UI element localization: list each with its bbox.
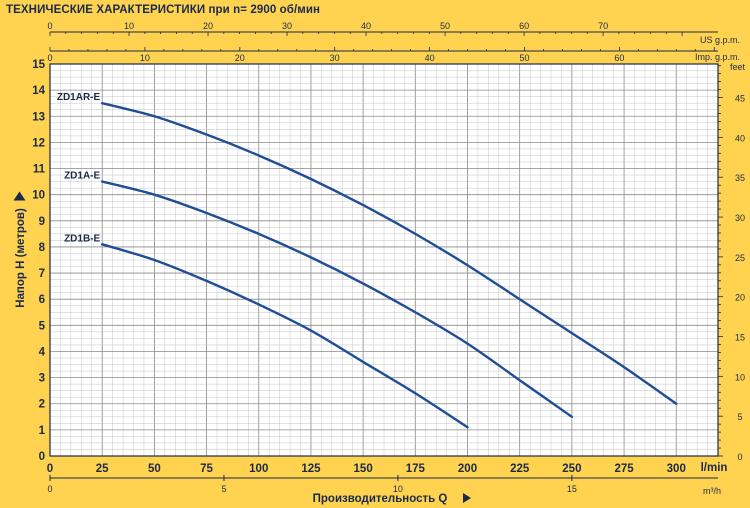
feet-tick-label: 20 bbox=[735, 293, 745, 303]
x-tick-label: 50 bbox=[148, 463, 161, 475]
us-gpm-tick-label: 50 bbox=[440, 21, 450, 31]
feet-tick-label: 15 bbox=[735, 333, 745, 343]
m3h-tick-label: 0 bbox=[47, 484, 52, 494]
imp-gpm-tick-label: 20 bbox=[235, 53, 245, 63]
feet-tick-label: 0 bbox=[737, 452, 742, 462]
x-tick-label: 100 bbox=[249, 463, 268, 475]
m3h-tick-label: 15 bbox=[567, 484, 577, 494]
x-tick-label: 225 bbox=[510, 463, 530, 475]
x-unit-label: l/min bbox=[701, 462, 728, 474]
x-tick-label: 0 bbox=[47, 463, 53, 475]
x-tick-label: 275 bbox=[614, 463, 634, 475]
y-tick-label: 2 bbox=[39, 399, 45, 411]
x-secondary-unit-label: m³/h bbox=[703, 486, 721, 496]
imp-gpm-tick-label: 0 bbox=[47, 53, 52, 63]
feet-tick-label: 30 bbox=[735, 213, 745, 223]
us-gpm-tick-label: 40 bbox=[361, 21, 371, 31]
y-tick-label: 8 bbox=[39, 242, 46, 254]
series-line-zd1a-e bbox=[100, 180, 574, 418]
y-tick-label: 0 bbox=[39, 451, 45, 463]
imp-gpm-tick-label: 50 bbox=[519, 53, 529, 63]
y-tick-label: 7 bbox=[39, 268, 45, 280]
m3h-tick-label: 10 bbox=[393, 484, 403, 494]
plot-frame bbox=[49, 63, 719, 457]
axes bbox=[49, 31, 723, 481]
x-tick-label: 75 bbox=[200, 463, 213, 475]
top-us-unit-label: US g.p.m. bbox=[700, 35, 740, 45]
x-axis-label: Производительность Q bbox=[313, 493, 448, 505]
x-axis-arrow-icon bbox=[463, 493, 471, 503]
series-label: ZD1B-E bbox=[64, 233, 100, 244]
imp-gpm-tick-label: 40 bbox=[425, 53, 435, 63]
series-lines: ZD1AR-E ZD1A-E ZD1B-E bbox=[57, 92, 678, 429]
feet-tick-label: 45 bbox=[735, 94, 745, 104]
x-tick-label: 150 bbox=[354, 463, 373, 475]
y-tick-label: 11 bbox=[33, 164, 46, 176]
y-tick-label: 12 bbox=[32, 137, 45, 149]
y-tick-label: 10 bbox=[32, 190, 45, 202]
y-tick-label: 14 bbox=[32, 85, 45, 97]
y-tick-label: 13 bbox=[32, 111, 45, 123]
feet-tick-label: 25 bbox=[735, 253, 745, 263]
us-gpm-tick-label: 70 bbox=[598, 21, 608, 31]
y-tick-label: 9 bbox=[39, 216, 45, 228]
x-tick-label: 200 bbox=[458, 463, 477, 475]
us-gpm-tick-label: 60 bbox=[519, 21, 529, 31]
us-gpm-tick-label: 10 bbox=[124, 21, 134, 31]
series-label: ZD1AR-E bbox=[57, 92, 101, 103]
right-unit-label: feet bbox=[730, 62, 746, 72]
y-tick-label: 6 bbox=[39, 294, 45, 306]
feet-tick-label: 10 bbox=[735, 372, 745, 382]
feet-tick-label: 35 bbox=[735, 173, 745, 183]
top-imp-unit-label: Imp. g.p.m. bbox=[695, 52, 740, 62]
y-tick-label: 5 bbox=[39, 320, 46, 332]
feet-tick-label: 40 bbox=[735, 133, 745, 143]
m3h-tick-label: 5 bbox=[221, 484, 226, 494]
series-label: ZD1A-E bbox=[64, 171, 100, 182]
y-axis-arrow-icon bbox=[13, 191, 26, 201]
x-tick-label: 25 bbox=[96, 463, 109, 475]
y-tick-label: 15 bbox=[32, 59, 45, 71]
grid bbox=[49, 63, 719, 457]
us-gpm-tick-label: 20 bbox=[203, 21, 213, 31]
us-gpm-tick-label: 0 bbox=[47, 21, 52, 31]
x-tick-label: 300 bbox=[667, 463, 686, 475]
y-tick-label: 4 bbox=[39, 346, 46, 358]
series-line-zd1ar-e bbox=[100, 102, 678, 405]
y-tick-label: 3 bbox=[39, 373, 45, 385]
feet-tick-label: 5 bbox=[737, 412, 742, 422]
x-tick-label: 125 bbox=[301, 463, 321, 475]
chart-title: ТЕХНИЧЕСКИЕ ХАРАКТЕРИСТИКИ при n= 2900 о… bbox=[6, 4, 321, 16]
us-gpm-tick-label: 30 bbox=[282, 21, 292, 31]
x-tick-label: 175 bbox=[406, 463, 426, 475]
series-line-zd1b-e bbox=[100, 243, 469, 429]
imp-gpm-tick-label: 60 bbox=[614, 53, 624, 63]
y-tick-label: 1 bbox=[39, 425, 46, 437]
y-axis-label: Напор H (метров) bbox=[15, 208, 27, 308]
imp-gpm-tick-label: 30 bbox=[330, 53, 340, 63]
imp-gpm-tick-label: 10 bbox=[140, 53, 150, 63]
x-tick-label: 250 bbox=[562, 463, 581, 475]
